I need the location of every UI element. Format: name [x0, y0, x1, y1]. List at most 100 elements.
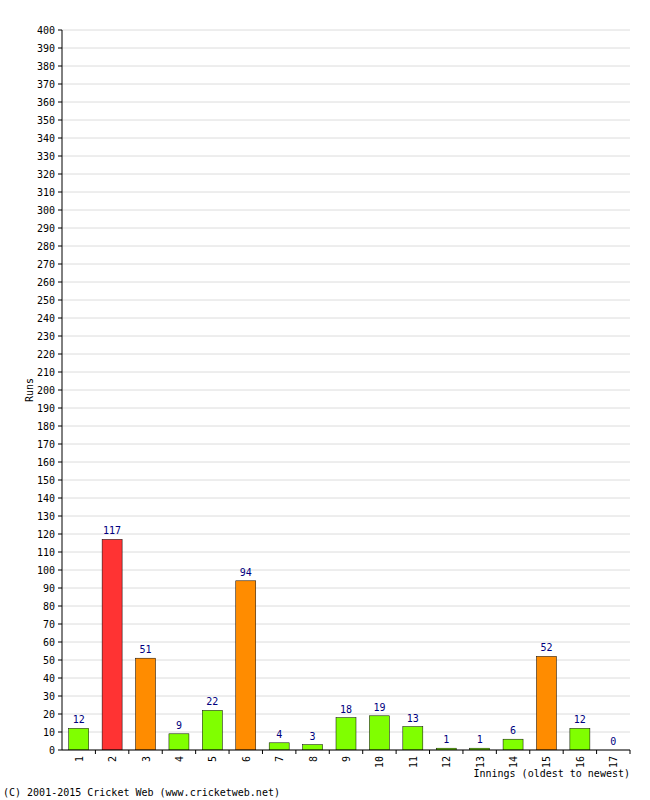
grid-line	[62, 120, 630, 121]
y-tick-label: 40	[43, 673, 55, 684]
x-tick	[396, 750, 397, 754]
y-tick	[58, 102, 62, 103]
y-tick	[58, 120, 62, 121]
x-tick-label: 7	[274, 756, 285, 762]
grid-line	[62, 480, 630, 481]
grid-line	[62, 210, 630, 211]
x-tick	[262, 750, 263, 754]
y-tick-label: 140	[37, 493, 55, 504]
x-tick	[596, 750, 597, 754]
y-tick	[58, 642, 62, 643]
y-tick	[58, 282, 62, 283]
y-tick-label: 250	[37, 295, 55, 306]
bars	[69, 539, 590, 750]
data-label: 52	[540, 642, 552, 653]
y-tick	[58, 696, 62, 697]
x-tick	[529, 750, 530, 754]
y-tick	[58, 336, 62, 337]
y-tick-label: 300	[37, 205, 55, 216]
x-tick	[496, 750, 497, 754]
data-label: 6	[510, 725, 516, 736]
grid-line	[62, 408, 630, 409]
bar	[102, 539, 122, 750]
y-tick	[58, 732, 62, 733]
grid-line	[62, 300, 630, 301]
x-tick	[229, 750, 230, 754]
x-tick-label: 9	[341, 756, 352, 762]
data-label: 4	[276, 729, 282, 740]
grid-line	[62, 624, 630, 625]
x-tick	[162, 750, 163, 754]
y-tick-label: 230	[37, 331, 55, 342]
grid-line	[62, 552, 630, 553]
bar	[169, 734, 189, 750]
grid-line	[62, 336, 630, 337]
x-tick-label: 15	[541, 756, 552, 768]
y-tick-label: 110	[37, 547, 55, 558]
bar	[336, 718, 356, 750]
y-tick-label: 220	[37, 349, 55, 360]
x-tick	[128, 750, 129, 754]
y-tick	[58, 552, 62, 553]
y-tick	[58, 444, 62, 445]
grid-line	[62, 282, 630, 283]
y-tick-label: 30	[43, 691, 55, 702]
x-tick-label: 17	[608, 756, 619, 768]
grid-line	[62, 318, 630, 319]
y-tick	[58, 462, 62, 463]
data-label: 51	[140, 644, 152, 655]
x-axis-label: Innings (oldest to newest)	[473, 768, 630, 779]
y-tick-label: 270	[37, 259, 55, 270]
y-tick-label: 0	[49, 745, 55, 756]
x-tick-label: 5	[207, 756, 218, 762]
y-tick-label: 290	[37, 223, 55, 234]
grid-line	[62, 246, 630, 247]
x-tick	[329, 750, 330, 754]
x-tick	[462, 750, 463, 754]
y-tick	[58, 516, 62, 517]
y-tick-label: 20	[43, 709, 55, 720]
grid-line	[62, 264, 630, 265]
y-tick	[58, 714, 62, 715]
y-tick-label: 390	[37, 43, 55, 54]
x-axis	[62, 750, 630, 751]
grid-line	[62, 570, 630, 571]
grid-line	[62, 444, 630, 445]
grid-line	[62, 30, 630, 31]
y-axis	[62, 30, 63, 750]
bar	[69, 728, 89, 750]
y-tick	[58, 480, 62, 481]
bar	[202, 710, 222, 750]
y-tick	[58, 246, 62, 247]
y-tick	[58, 372, 62, 373]
y-tick-label: 260	[37, 277, 55, 288]
y-tick	[58, 354, 62, 355]
y-tick	[58, 264, 62, 265]
y-tick-label: 70	[43, 619, 55, 630]
y-tick-label: 50	[43, 655, 55, 666]
bar	[369, 716, 389, 750]
data-label: 1	[477, 734, 483, 745]
grid-line	[62, 606, 630, 607]
y-tick	[58, 192, 62, 193]
grid-line	[62, 48, 630, 49]
y-tick-label: 400	[37, 25, 55, 36]
background	[0, 0, 650, 800]
bar	[303, 745, 323, 750]
y-tick-label: 340	[37, 133, 55, 144]
grid-line	[62, 534, 630, 535]
y-tick-label: 350	[37, 115, 55, 126]
y-tick	[58, 588, 62, 589]
y-tick	[58, 210, 62, 211]
y-tick-label: 360	[37, 97, 55, 108]
x-tick-label: 12	[441, 756, 452, 768]
chart: 0102030405060708090100110120130140150160…	[0, 0, 650, 800]
data-label: 0	[610, 736, 616, 747]
y-tick-label: 320	[37, 169, 55, 180]
y-tick-label: 130	[37, 511, 55, 522]
grid-line	[62, 750, 630, 751]
x-tick	[630, 750, 631, 754]
bar	[536, 656, 556, 750]
x-tick	[95, 750, 96, 754]
x-tick-label: 11	[408, 756, 419, 768]
